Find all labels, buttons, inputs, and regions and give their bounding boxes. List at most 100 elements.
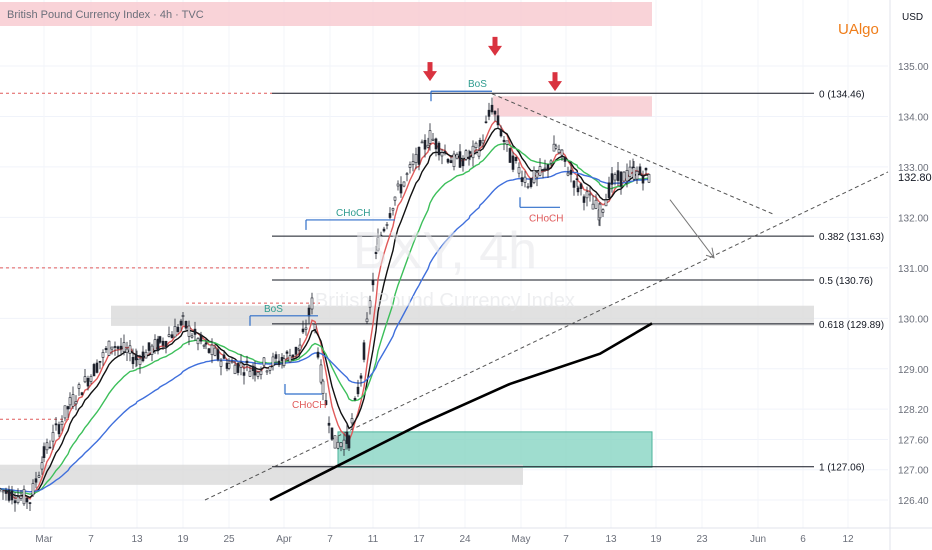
candle	[34, 471, 38, 489]
y-tick-label: 135.00	[898, 62, 929, 73]
candle	[239, 354, 243, 376]
candle-body	[92, 364, 96, 377]
candle-body	[601, 209, 605, 213]
candle-body	[16, 496, 20, 503]
candle-body	[225, 362, 229, 369]
candle-body	[104, 348, 108, 351]
candle-body	[411, 161, 415, 166]
candle	[414, 147, 418, 170]
candle	[37, 471, 41, 479]
candle-body	[336, 441, 340, 449]
candle-body	[135, 358, 139, 360]
candle	[563, 157, 567, 168]
candle	[365, 312, 369, 324]
candle-body	[396, 183, 400, 187]
candle	[535, 170, 539, 187]
candle-body	[324, 400, 328, 405]
candle	[440, 148, 444, 165]
candle-body	[474, 142, 478, 148]
candle	[167, 326, 171, 338]
candle	[77, 382, 81, 396]
candle-body	[22, 489, 26, 505]
candle	[350, 413, 354, 430]
descending-trendline	[491, 93, 776, 216]
candle	[604, 193, 608, 207]
candle	[89, 374, 93, 385]
x-tick-label: Apr	[276, 534, 292, 545]
candle	[644, 167, 648, 175]
candle	[288, 348, 292, 363]
candle-body	[382, 228, 386, 232]
candle-body	[437, 142, 441, 156]
x-tick-label: 19	[177, 534, 189, 545]
candle-body	[66, 406, 70, 410]
y-tick-label: 127.00	[898, 466, 929, 477]
candle	[449, 155, 453, 164]
candle-body	[253, 366, 257, 376]
candle	[532, 166, 536, 185]
candle-body	[213, 347, 217, 356]
candle	[153, 334, 157, 354]
candle	[628, 160, 632, 179]
candle-body	[402, 181, 406, 187]
candle-body	[251, 365, 255, 371]
candle	[520, 170, 524, 187]
down-arrow-head	[423, 71, 437, 82]
candle	[104, 345, 108, 354]
candle-body	[7, 489, 11, 501]
candle	[28, 501, 32, 512]
candle	[71, 386, 75, 409]
candle	[464, 149, 468, 162]
candle-body	[350, 418, 354, 424]
candle	[210, 338, 214, 364]
candle-body	[434, 138, 438, 150]
candle	[245, 355, 249, 372]
candle	[265, 369, 269, 375]
candle-body	[184, 321, 188, 329]
candle-body	[63, 405, 67, 419]
candle	[391, 207, 395, 216]
candle-body	[147, 342, 151, 351]
candle-body	[31, 483, 35, 496]
candle-body	[508, 148, 512, 163]
candle	[594, 194, 598, 210]
candle-body	[48, 446, 52, 449]
candle-body	[83, 376, 87, 383]
y-tick-label: 126.40	[898, 496, 929, 507]
candle	[313, 323, 317, 334]
candle-body	[619, 171, 623, 187]
candle-body	[374, 251, 378, 254]
candle	[199, 331, 203, 345]
candle-body	[128, 345, 132, 354]
candle-body	[34, 478, 38, 483]
candle-body	[610, 173, 614, 185]
candle-body	[481, 139, 485, 144]
candle	[25, 496, 29, 510]
candle-body	[523, 176, 527, 183]
candle	[517, 162, 521, 178]
candle-body	[455, 154, 459, 159]
candle-body	[216, 349, 220, 360]
candle-body	[262, 357, 266, 366]
candle-body	[464, 150, 468, 160]
y-tick-label: 127.60	[898, 435, 929, 446]
candle-body	[256, 371, 260, 377]
candle-body	[98, 360, 102, 363]
candle-body	[321, 380, 325, 394]
candle	[19, 489, 23, 501]
candle-body	[277, 360, 281, 366]
y-tick-label: 133.00	[898, 163, 929, 174]
candle	[619, 171, 623, 195]
candle	[294, 346, 298, 359]
candle-body	[347, 435, 351, 449]
candle-body	[514, 156, 518, 162]
candle-body	[158, 336, 162, 343]
candle	[22, 485, 26, 506]
candle	[156, 335, 160, 355]
candle-body	[520, 177, 524, 182]
candle-body	[431, 138, 435, 141]
candle	[641, 170, 645, 191]
candle-body	[193, 328, 197, 335]
